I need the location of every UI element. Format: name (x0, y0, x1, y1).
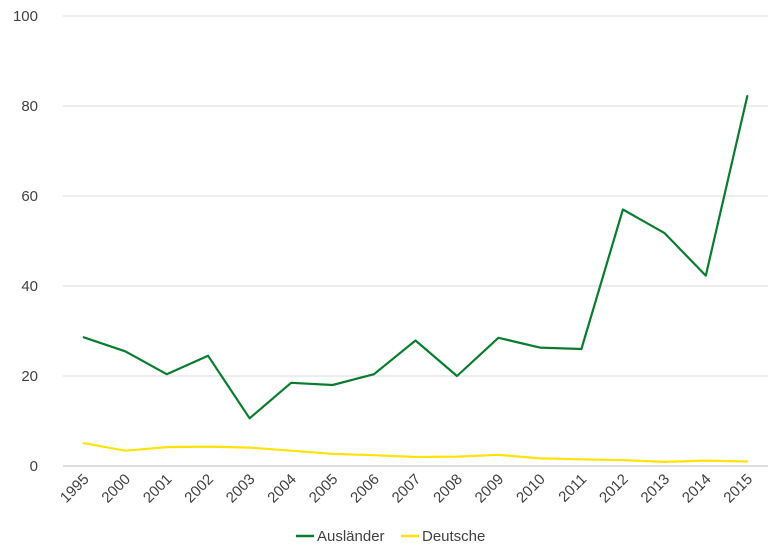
x-tick-label: 1995 (57, 471, 93, 507)
x-tick-label: 2014 (679, 471, 715, 507)
x-axis-ticks: 1995 2000 2001 2002 2003 2004 2005 2006 2007 2008… (57, 471, 756, 507)
series-line-ausl-nder (82, 94, 749, 420)
legend-label: Deutsche (422, 528, 485, 545)
x-tick-label: 2013 (638, 471, 674, 507)
y-tick-label: 0 (30, 458, 38, 475)
gridlines (63, 15, 768, 467)
x-tick-label: 2003 (223, 471, 259, 507)
x-tick-label: 2008 (430, 471, 466, 507)
legend-label: Ausländer (317, 528, 385, 545)
y-tick-label: 40 (21, 278, 38, 295)
x-tick-label: 2001 (140, 471, 176, 507)
x-tick-label: 2004 (264, 471, 300, 507)
legend: Ausländer Deutsche (296, 528, 485, 545)
series-lines (82, 94, 749, 463)
x-tick-label: 2005 (306, 471, 342, 507)
x-tick-label: 2002 (181, 471, 217, 507)
y-tick-label: 80 (21, 98, 38, 115)
y-axis-ticks: 0 20 40 60 80 100 (13, 8, 38, 475)
x-tick-label: 2007 (389, 471, 425, 507)
x-tick-label: 2012 (596, 471, 632, 507)
x-tick-label: 2011 (555, 471, 590, 506)
x-tick-label: 2015 (720, 471, 756, 507)
x-tick-label: 2009 (472, 471, 508, 507)
x-tick-label: 2006 (347, 471, 383, 507)
x-tick-label: 2010 (513, 471, 549, 507)
y-tick-label: 60 (21, 188, 38, 205)
y-tick-label: 100 (13, 8, 38, 25)
series-line-deutsche (82, 442, 749, 463)
y-tick-label: 20 (21, 368, 38, 385)
x-tick-label: 2000 (98, 471, 134, 507)
